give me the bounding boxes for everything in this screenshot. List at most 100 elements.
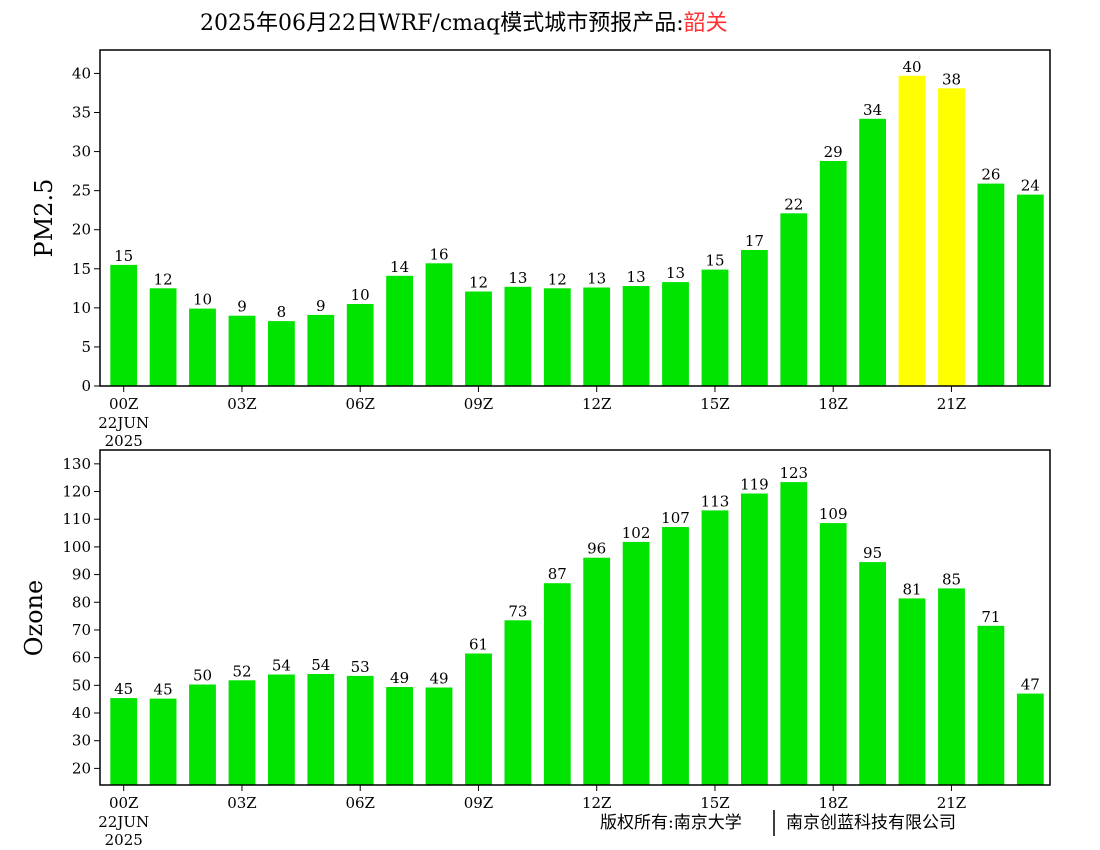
ozone-bar-value-label: 54 xyxy=(272,657,291,675)
ozone-x-tick-label: 15Z xyxy=(700,794,730,812)
figure-title: 2025年06月22日WRF/cmaq模式城市预报产品:韶关 xyxy=(200,11,728,36)
ozone-bar-value-label: 119 xyxy=(740,476,769,494)
pm25-y-tick-label: 35 xyxy=(72,104,91,122)
pm25-x-tick-label: 09Z xyxy=(464,395,494,413)
pm25-x-tick-label: 21Z xyxy=(937,395,967,413)
pm25-plot-frame xyxy=(99,49,1051,387)
pm25-y-tick-label: 15 xyxy=(72,260,91,278)
ozone-y-tick-label: 40 xyxy=(72,704,91,722)
pm25-x-tick-label: 18Z xyxy=(818,395,848,413)
ozone-bar-value-label: 49 xyxy=(429,670,448,688)
pm25-bar xyxy=(977,183,1005,386)
pm25-y-tick-label: 25 xyxy=(72,182,91,200)
pm25-y-tick-label: 10 xyxy=(72,299,91,317)
ozone-bar xyxy=(898,598,926,785)
pm25-bar-value-label: 26 xyxy=(981,166,1000,184)
copyright-left: 版权所有:南京大学 xyxy=(600,813,742,833)
pm25-bar-value-label: 13 xyxy=(627,268,646,286)
ozone-y-tick-label: 60 xyxy=(72,649,91,667)
ozone-x-tick-label: 12Z xyxy=(582,794,612,812)
ozone-bar xyxy=(504,620,532,785)
ozone-x-tick-label: 00Z xyxy=(109,794,139,812)
pm25-bar-value-label: 10 xyxy=(193,291,212,309)
copyright-right: 南京创蓝科技有限公司 xyxy=(786,813,956,833)
pm25-chart: 15 12 10 9 8 9 10 14 16 12 13 12 13 13 13 15 17 22 29 34 40 3… xyxy=(30,49,1051,450)
ozone-y-tick-label: 80 xyxy=(72,593,91,611)
pm25-bar xyxy=(938,88,965,387)
ozone-bar xyxy=(938,588,965,785)
ozone-bar xyxy=(228,680,256,785)
pm25-bar xyxy=(819,161,847,386)
pm25-bar-value-label: 13 xyxy=(587,270,606,288)
ozone-bar-value-label: 96 xyxy=(587,540,606,558)
pm25-bar xyxy=(583,287,611,386)
pm25-bar xyxy=(386,275,413,386)
ozone-y-tick-label: 110 xyxy=(62,510,91,528)
ozone-bar xyxy=(859,562,886,785)
ozone-x-tick-label: 06Z xyxy=(345,794,375,812)
ozone-bar xyxy=(622,541,650,785)
pm25-x-tick-label: 06Z xyxy=(345,395,375,413)
title-main-text: 2025年06月22日WRF/cmaq模式城市预报产品: xyxy=(200,11,684,36)
pm25-bar-value-label: 10 xyxy=(351,286,370,304)
pm25-y-axis-label: PM2.5 xyxy=(30,179,58,258)
pm25-bar-value-label: 12 xyxy=(548,270,567,288)
ozone-x-tick-label: 09Z xyxy=(464,794,494,812)
ozone-y-tick-label: 130 xyxy=(62,455,91,473)
pm25-bar-value-label: 16 xyxy=(429,245,448,263)
ozone-y-tick-label: 20 xyxy=(72,759,91,777)
pm25-bar xyxy=(780,213,808,386)
ozone-bar-value-label: 73 xyxy=(508,602,527,620)
ozone-x-tick-label: 03Z xyxy=(227,794,257,812)
pm25-bar-value-label: 13 xyxy=(508,269,527,287)
pm25-bar xyxy=(346,304,374,386)
ozone-bar-value-label: 87 xyxy=(548,565,567,583)
pm25-bar xyxy=(189,308,216,386)
pm25-bar-value-label: 12 xyxy=(469,274,488,292)
ozone-y-tick-label: 30 xyxy=(72,732,91,750)
ozone-y-tick-label: 90 xyxy=(72,566,91,584)
ozone-y-axis-label: Ozone xyxy=(20,580,48,656)
ozone-bar xyxy=(425,687,453,785)
ozone-bar-value-label: 109 xyxy=(819,505,848,523)
ozone-bar-value-label: 107 xyxy=(661,509,690,527)
ozone-bar-value-label: 95 xyxy=(863,544,882,562)
ozone-bar-value-label: 52 xyxy=(232,662,251,680)
ozone-bar xyxy=(307,674,335,785)
pm25-bar xyxy=(228,315,256,386)
pm25-bar-value-label: 40 xyxy=(902,58,921,76)
pm25-bar xyxy=(741,250,768,386)
pm25-bar-value-label: 34 xyxy=(863,101,882,119)
ozone-chart: 45 45 50 52 54 54 53 49 49 61 73 87 96 102 107 113 119 12… xyxy=(20,449,1051,849)
pm25-x-tick-label: 03Z xyxy=(227,395,257,413)
pm25-bar-value-label: 17 xyxy=(745,232,764,250)
ozone-date-sublabel: 22JUN xyxy=(98,813,149,831)
ozone-bar xyxy=(465,653,492,785)
ozone-bar-value-label: 81 xyxy=(902,580,921,598)
ozone-x-tick-label: 21Z xyxy=(937,794,967,812)
pm25-bar-value-label: 24 xyxy=(1021,177,1040,195)
pm25-bar xyxy=(149,288,177,386)
pm25-bar xyxy=(662,282,689,386)
pm25-y-tick-label: 20 xyxy=(72,221,91,239)
ozone-plot-frame xyxy=(99,449,1051,786)
pm25-date-sublabel: 2025 xyxy=(105,432,143,450)
pm25-bar xyxy=(1016,194,1044,386)
ozone-bar-value-label: 45 xyxy=(154,681,173,699)
ozone-bar xyxy=(189,684,216,785)
ozone-bar-value-label: 85 xyxy=(942,570,961,588)
ozone-bar xyxy=(386,687,413,785)
ozone-bar xyxy=(819,523,847,785)
ozone-bar-value-label: 123 xyxy=(779,464,808,482)
pm25-bar xyxy=(425,263,453,386)
pm25-bar-value-label: 29 xyxy=(824,143,843,161)
ozone-bar-value-label: 61 xyxy=(469,636,488,654)
pm25-bar-value-label: 9 xyxy=(237,298,247,316)
ozone-bar xyxy=(977,625,1005,785)
pm25-bar xyxy=(898,75,926,387)
pm25-bar-value-label: 14 xyxy=(390,258,409,276)
ozone-bar-value-label: 71 xyxy=(981,608,1000,626)
pm25-y-tick-label: 0 xyxy=(81,377,91,395)
ozone-bar xyxy=(741,493,768,785)
